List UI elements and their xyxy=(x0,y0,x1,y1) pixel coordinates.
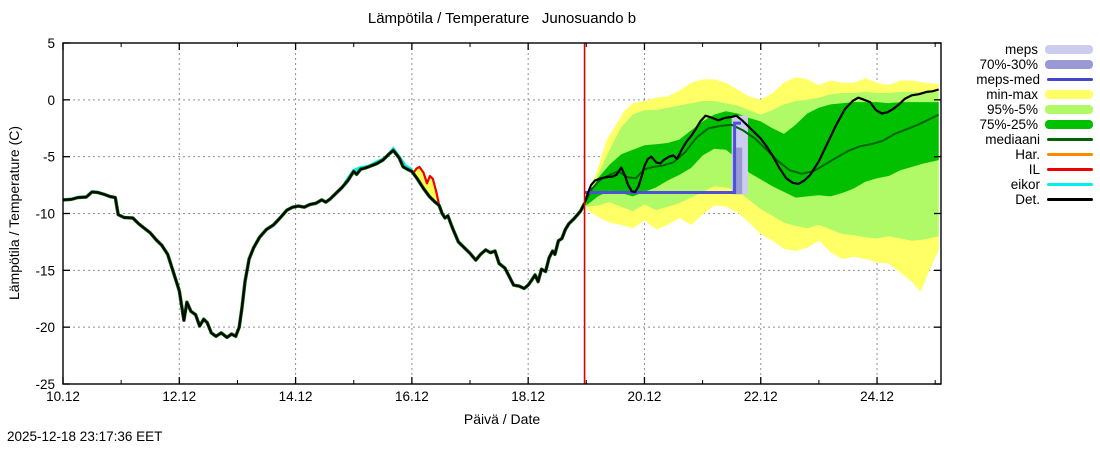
x-tick-label: 18.12 xyxy=(511,389,545,404)
legend-item: meps xyxy=(976,42,1093,57)
legend: meps 70%-30% meps-med min-max 95%-5% 75%-25% m… xyxy=(976,42,1093,207)
x-tick-label: 24.12 xyxy=(860,389,894,404)
mediaani-forecast xyxy=(583,113,940,204)
legend-item: min-max xyxy=(976,87,1093,102)
legend-label: min-max xyxy=(986,87,1038,102)
legend-swatch-il xyxy=(1047,167,1093,172)
legend-swatch-70-30- xyxy=(1045,60,1093,69)
y-tick-label: -10 xyxy=(35,207,55,222)
x-tick-label: 16.12 xyxy=(395,389,429,404)
legend-label: Har. xyxy=(1015,147,1040,162)
legend-item: 75%-25% xyxy=(976,117,1093,132)
legend-item: eikor xyxy=(976,177,1093,192)
legend-swatch-det- xyxy=(1047,197,1093,202)
chart-title: Lämpötila / Temperature Junosuando b xyxy=(367,10,637,27)
legend-label: 95%-5% xyxy=(986,102,1038,117)
legend-swatch-95-5- xyxy=(1045,105,1093,114)
legend-label: meps-med xyxy=(976,72,1040,87)
legend-label: mediaani xyxy=(985,132,1040,147)
det-forecast xyxy=(583,88,939,204)
x-tick-label: 12.12 xyxy=(162,389,196,404)
y-tick-label: -15 xyxy=(35,263,55,278)
timestamp: 2025-12-18 23:17:36 EET xyxy=(7,429,163,444)
x-tick-label: 14.12 xyxy=(279,389,313,404)
legend-swatch-mediaani xyxy=(1047,137,1093,142)
legend-label: eikor xyxy=(1010,177,1040,192)
meps-med-line xyxy=(585,121,741,194)
legend-item: Har. xyxy=(976,147,1093,162)
y-axis-label: Lämpötila / Temperature (C) xyxy=(6,125,22,301)
x-tick-label: 22.12 xyxy=(744,389,778,404)
legend-swatch-meps xyxy=(1045,45,1093,54)
legend-swatch-75-25- xyxy=(1045,120,1093,129)
x-tick-label: 10.12 xyxy=(46,389,80,404)
legend-label: 70%-30% xyxy=(979,57,1038,72)
x-axis-label: Päivä / Date xyxy=(463,411,541,427)
legend-item: IL xyxy=(976,162,1093,177)
legend-swatch-eikor xyxy=(1047,182,1093,187)
mediaani-observed xyxy=(63,148,587,340)
y-tick-label: -20 xyxy=(35,320,55,335)
legend-swatch-meps-med xyxy=(1047,77,1093,82)
x-tick-label: 20.12 xyxy=(628,389,662,404)
legend-item: mediaani xyxy=(976,132,1093,147)
y-tick-label: 0 xyxy=(47,93,55,108)
legend-item: meps-med xyxy=(976,72,1093,87)
legend-label: 75%-25% xyxy=(979,117,1038,132)
y-tick-label: 5 xyxy=(47,36,55,51)
legend-swatch-min-max xyxy=(1045,90,1093,99)
il-patch xyxy=(412,165,441,207)
y-tick-label: -5 xyxy=(43,150,55,165)
legend-item: 95%-5% xyxy=(976,102,1093,117)
band-75%-25% xyxy=(586,102,939,206)
y-tick-label: -25 xyxy=(35,377,55,392)
legend-label: Det. xyxy=(1015,192,1040,207)
legend-label: IL xyxy=(1028,162,1040,177)
legend-label: meps xyxy=(1004,42,1038,57)
legend-item: Det. xyxy=(976,192,1093,207)
det-observed xyxy=(63,149,586,339)
legend-item: 70%-30% xyxy=(976,57,1093,72)
legend-swatch-har- xyxy=(1047,152,1093,157)
meps-band-dark xyxy=(732,147,743,195)
